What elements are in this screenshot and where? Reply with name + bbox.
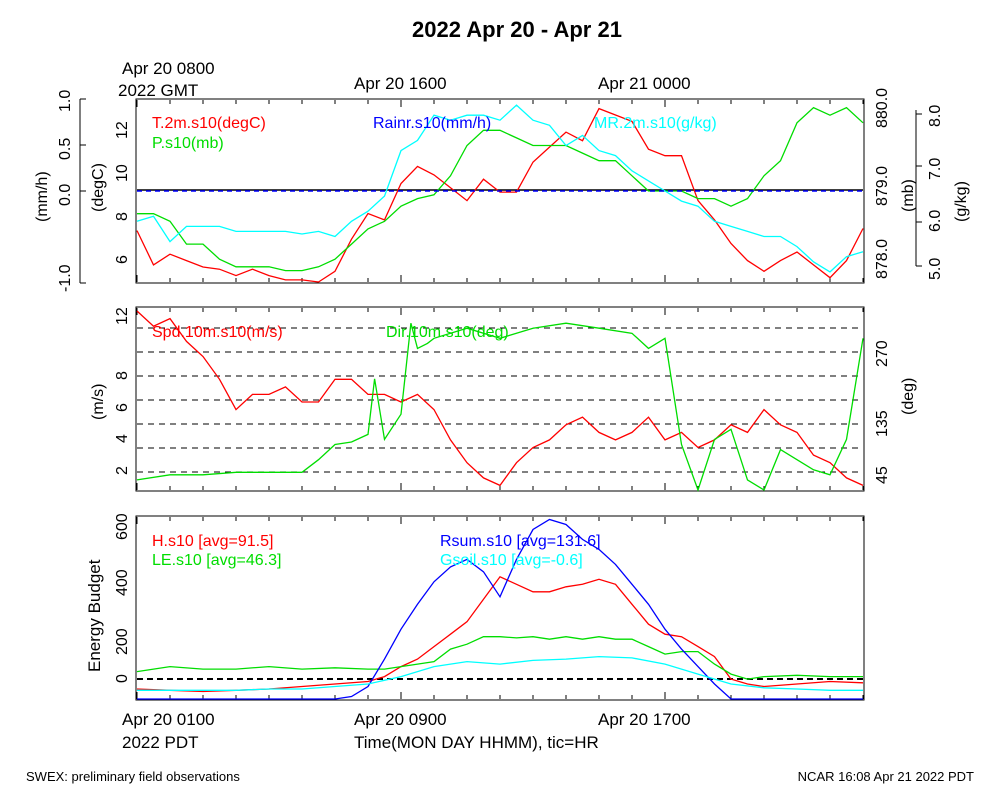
energy-axis-label: Energy Budget — [85, 559, 104, 672]
series-line-p1-2 — [136, 104, 864, 273]
legend-rsum: Rsum.s10 [avg=131.6] — [440, 533, 601, 550]
panel-2-frame — [135, 306, 865, 492]
x-ticks — [136, 100, 864, 699]
series-group — [136, 104, 864, 700]
top-label-2: Apr 20 1600 — [354, 74, 447, 93]
mr-tick-label: 6.0 — [927, 210, 944, 232]
spd-tick-label: 4 — [114, 434, 131, 443]
mr-axis-label: (g/kg) — [953, 181, 970, 222]
pres-tick-label: 880.0 — [874, 88, 891, 128]
series-line-p1-1 — [137, 106, 864, 272]
pres-tick-label: 879.0 — [874, 166, 891, 206]
footer-right: NCAR 16:08 Apr 21 2022 PDT — [798, 769, 974, 784]
temp-tick-label: 12 — [114, 121, 131, 139]
series-line-p1-0 — [136, 107, 864, 283]
bottom-label-2: Apr 20 0900 — [354, 710, 447, 729]
rain-tick-label: 1.0 — [57, 90, 74, 112]
series-line-p3-3 — [137, 655, 863, 691]
energy-tick-label: 0 — [114, 674, 131, 683]
footer-left: SWEX: preliminary field observations — [26, 769, 240, 784]
panel-2-axes: 2 4 6 8 12 (m/s) 45 135 270 (deg) — [90, 307, 917, 484]
spd-tick-label: 2 — [114, 466, 131, 475]
pres-axis-label: (mb) — [900, 179, 917, 212]
series-line-p3-2 — [137, 518, 863, 700]
energy-tick-label: 200 — [114, 628, 131, 655]
mr-tick-label: 7.0 — [927, 158, 944, 180]
rain-tick-label: 0.0 — [57, 184, 74, 206]
legends: T.2m.s10(degC) P.s10(mb) Rainr.s10(mm/h)… — [152, 115, 717, 569]
x-axis-label: Time(MON DAY HHMM), tic=HR — [354, 733, 599, 752]
series-line-p3-0 — [136, 575, 864, 693]
mr-tick-label: 5.0 — [927, 258, 944, 280]
legend-gsoil: Gsoil.s10 [avg=-0.6] — [440, 552, 583, 569]
energy-tick-label: 600 — [114, 513, 131, 540]
bottom-label-1: 2022 PDT — [122, 733, 199, 752]
legend-pres: P.s10(mb) — [152, 135, 224, 152]
pres-tick-label: 878.0 — [874, 239, 891, 279]
bottom-label-0: Apr 20 0100 — [122, 710, 215, 729]
reference-lines — [137, 189, 863, 681]
mr-tick-label: 8.0 — [927, 105, 944, 127]
legend-dir: Dir.10m.s10(deg) — [386, 324, 509, 341]
temp-axis-label: (degC) — [90, 163, 107, 212]
legend-mr: MR.2m.s10(g/kg) — [594, 115, 717, 132]
temp-tick-label: 6 — [114, 255, 131, 264]
dir-tick-label: 45 — [874, 466, 891, 484]
series-line-p2-1 — [136, 322, 864, 492]
legend-h: H.s10 [avg=91.5] — [152, 533, 273, 550]
spd-tick-label: 12 — [114, 307, 131, 325]
rain-tick-label: 0.5 — [57, 138, 74, 160]
top-label-3: Apr 21 0000 — [598, 74, 691, 93]
rain-axis-label: (mm/h) — [34, 171, 51, 222]
dir-axis-label: (deg) — [900, 378, 917, 415]
temp-tick-label: 8 — [114, 212, 131, 221]
legend-spd: Spd.10m.s10(m/s) — [152, 324, 283, 341]
top-label-1: 2022 GMT — [118, 81, 198, 100]
energy-tick-label: 400 — [114, 569, 131, 596]
legend-t2m: T.2m.s10(degC) — [152, 115, 266, 132]
rain-tick-label: -1.0 — [57, 264, 74, 292]
panel-1-frame — [135, 98, 865, 284]
bottom-label-3: Apr 20 1700 — [598, 710, 691, 729]
top-label-0: Apr 20 0800 — [122, 59, 215, 78]
panel-1-axes: -1.0 0.0 0.5 1.0 (mm/h) 6 8 10 12 (degC)… — [34, 88, 970, 292]
spd-axis-label: (m/s) — [90, 384, 107, 420]
panel-3-axes: 0 200 400 600 Energy Budget — [85, 513, 131, 683]
series-line-p2-0 — [136, 310, 864, 487]
temp-tick-label: 10 — [114, 164, 131, 182]
dir-tick-label: 270 — [874, 340, 891, 367]
legend-le: LE.s10 [avg=46.3] — [152, 552, 281, 569]
spd-tick-label: 8 — [114, 371, 131, 380]
legend-rain: Rainr.s10(mm/h) — [373, 115, 491, 132]
spd-tick-label: 6 — [114, 403, 131, 412]
series-line-p3-1 — [136, 636, 863, 680]
chart-title: 2022 Apr 20 - Apr 21 — [412, 17, 622, 42]
dir-tick-label: 135 — [874, 410, 891, 437]
panel-3-frame — [135, 515, 865, 701]
